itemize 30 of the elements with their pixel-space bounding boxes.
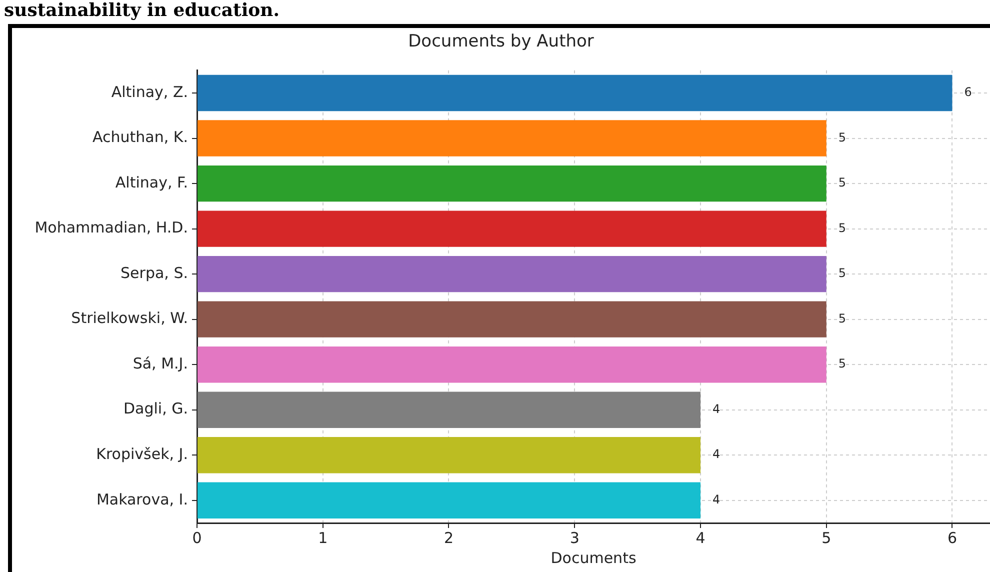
y-tick-label: Dagli, G. bbox=[123, 400, 188, 418]
y-tick-label: Sá, M.J. bbox=[132, 354, 188, 372]
data-label: 4 bbox=[712, 492, 720, 506]
y-tick-label: Serpa, S. bbox=[120, 264, 188, 282]
chart-title: Documents by Author bbox=[408, 32, 594, 52]
data-label: 6 bbox=[964, 85, 972, 100]
y-tick-label: Altinay, F. bbox=[115, 173, 188, 192]
data-label: 4 bbox=[712, 402, 720, 416]
y-tick-label: Kropivšek, J. bbox=[96, 445, 188, 463]
y-tick-label: Mohammadian, H.D. bbox=[34, 218, 188, 237]
y-tick-label: Altinay, Z. bbox=[111, 82, 188, 101]
y-tick-label: Strielkowski, W. bbox=[71, 309, 188, 328]
data-label: 5 bbox=[838, 176, 846, 190]
data-label: 5 bbox=[838, 311, 846, 326]
data-label: 5 bbox=[838, 356, 846, 371]
data-label: 5 bbox=[838, 130, 846, 144]
x-tick-label: 5 bbox=[822, 528, 832, 547]
x-tick-label: 3 bbox=[570, 528, 580, 547]
text: sustainability in education. bbox=[4, 0, 280, 22]
x-axis-title: Documents bbox=[550, 548, 636, 567]
y-tick-label: Achuthan, K. bbox=[92, 128, 188, 146]
data-label: 5 bbox=[838, 220, 846, 235]
y-tick-label: Makarova, I. bbox=[96, 490, 188, 508]
data-label: 4 bbox=[712, 447, 720, 462]
x-tick-label: 6 bbox=[947, 528, 958, 547]
x-tick-label: 0 bbox=[192, 528, 202, 547]
x-tick-label: 2 bbox=[444, 528, 454, 547]
data-label: 5 bbox=[838, 266, 846, 280]
x-tick-label: 4 bbox=[696, 528, 706, 547]
x-tick-label: 1 bbox=[318, 528, 328, 547]
